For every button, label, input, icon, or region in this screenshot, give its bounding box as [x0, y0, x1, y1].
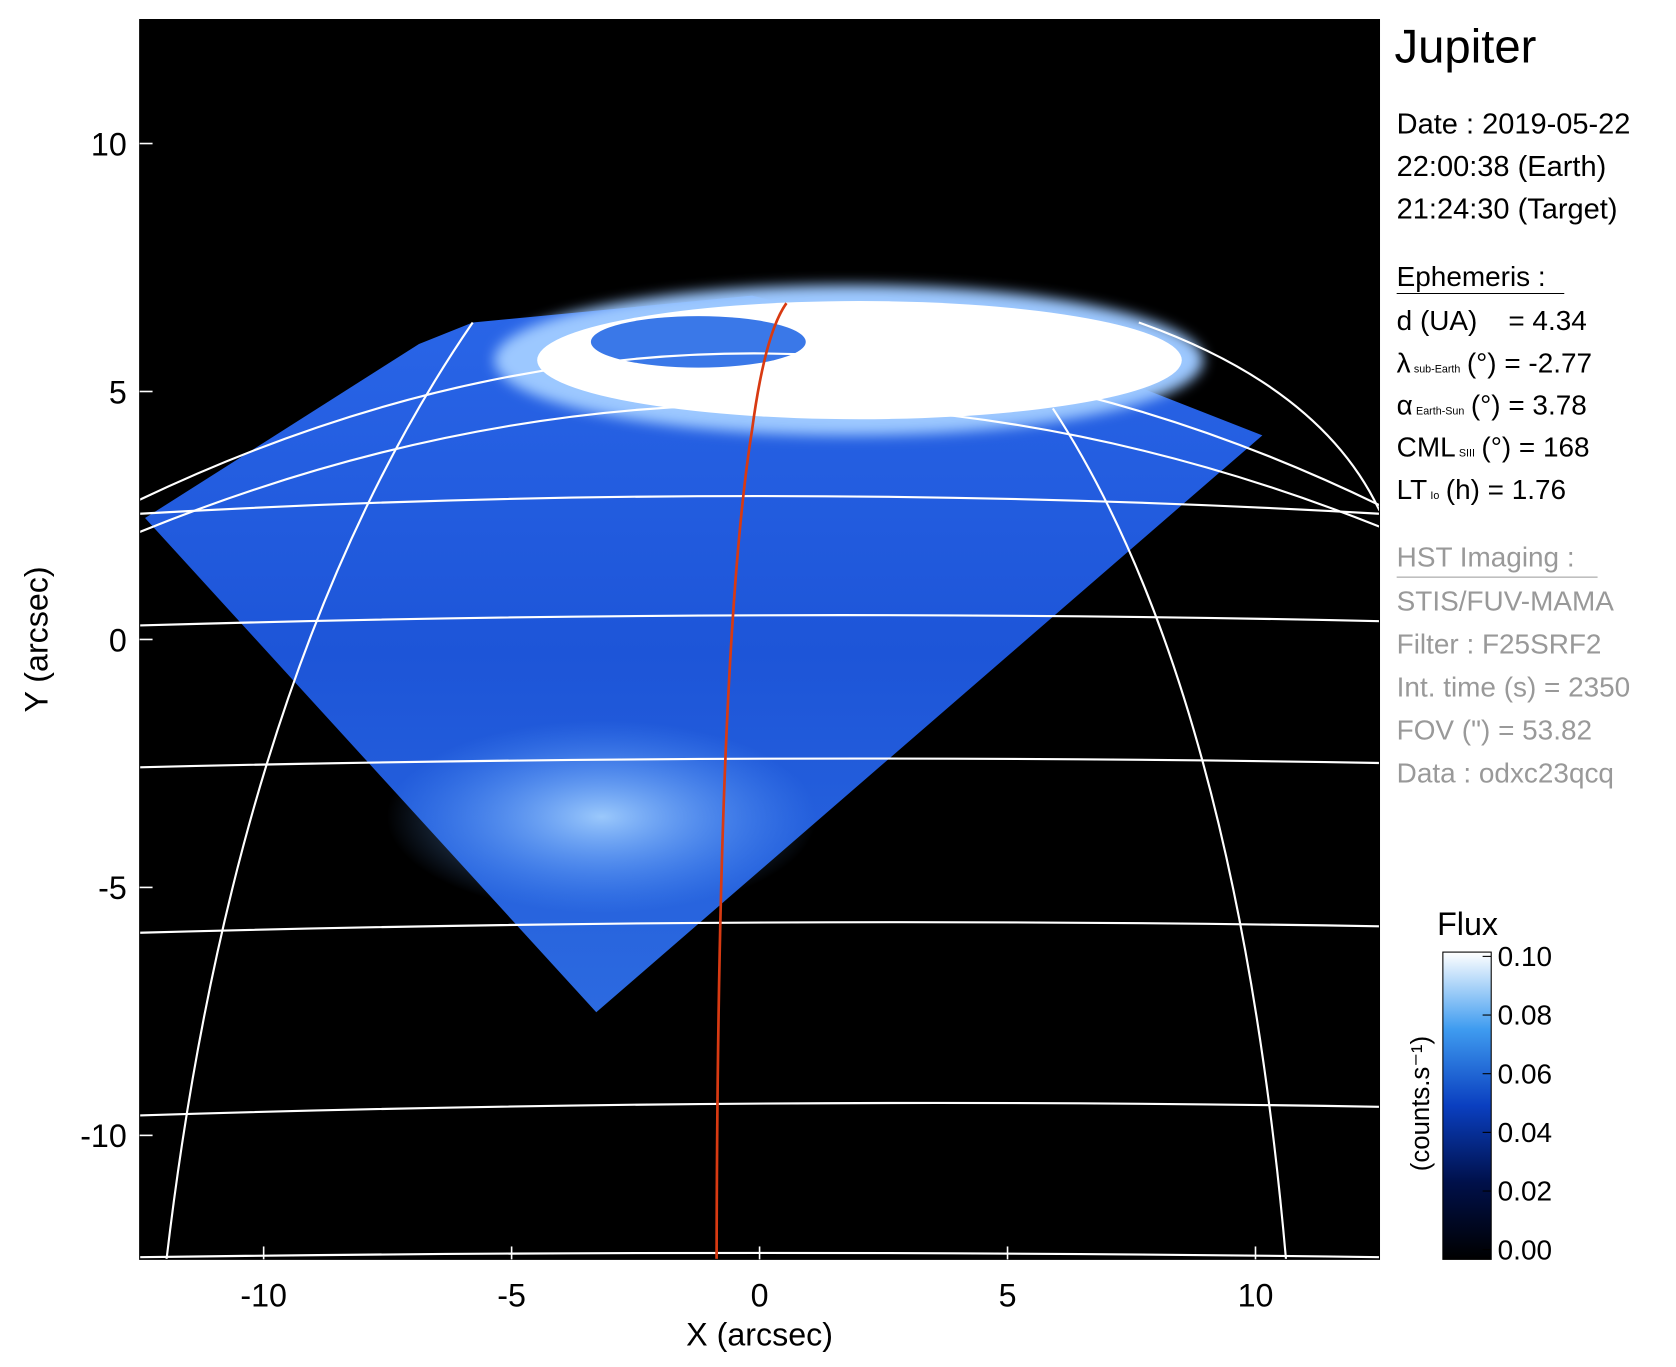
ephemeris-tail: (°) = -2.77 [1467, 347, 1592, 378]
instrument-line: Data : odxc23qcq [1397, 757, 1614, 788]
ephemeris-sub: Io [1430, 490, 1439, 502]
x-tick-label: 0 [751, 1278, 769, 1314]
colorbar-label: Flux [1437, 906, 1498, 942]
instrument-line: STIS/FUV-MAMA [1397, 585, 1615, 616]
ephemeris-head: LT [1397, 474, 1428, 505]
ephemeris-line: α Earth-Sun (°) = 3.78 [1397, 389, 1587, 420]
instrument-line: Int. time (s) = 2350 [1397, 671, 1631, 702]
date-line: 21:24:30 (Target) [1397, 193, 1618, 225]
colorbar-tick-label: 0.06 [1498, 1058, 1552, 1089]
title: Jupiter [1395, 21, 1537, 74]
ephemeris-head: d (UA) = 4.34 [1397, 305, 1587, 336]
colorbar-tick-label: 0.10 [1498, 941, 1552, 972]
x-tick-label: -10 [240, 1278, 287, 1314]
x-tick-label: 5 [999, 1278, 1017, 1314]
ephemeris-tail: (h) = 1.76 [1446, 474, 1566, 505]
colorbar-tick-label: 0.04 [1498, 1117, 1552, 1148]
ephemeris-line: CML SIII (°) = 168 [1397, 432, 1590, 463]
y-tick-label: 10 [91, 126, 127, 162]
ephemeris-tail: (°) = 168 [1481, 432, 1589, 463]
colorbar-unit: (counts.s⁻¹) [1407, 1036, 1435, 1171]
detector-field [145, 295, 1263, 1013]
ephemeris-line: LT Io (h) = 1.76 [1397, 474, 1566, 505]
central-meridian [715, 302, 788, 1260]
ephemeris-title: Ephemeris : [1397, 261, 1546, 292]
colorbar-tick-label: 0.02 [1498, 1176, 1552, 1207]
ephemeris-head: α [1397, 389, 1413, 420]
x-axis-label: X (arcsec) [686, 1316, 833, 1352]
x-tick-label: 10 [1238, 1278, 1274, 1314]
ephemeris-line: d (UA) = 4.34 [1397, 305, 1587, 336]
y-tick-label: 5 [109, 374, 127, 410]
instrument-line: FOV (") = 53.82 [1397, 714, 1592, 745]
y-tick-label: -10 [80, 1118, 127, 1154]
ephemeris-line: λ sub-Earth (°) = -2.77 [1397, 347, 1592, 378]
image [139, 284, 1380, 1260]
ephemeris-sub: SIII [1459, 448, 1475, 460]
diffuse-glow [386, 720, 817, 914]
colorbar-tick-label: 0.08 [1498, 1000, 1552, 1031]
ephemeris-sub: Earth-Sun [1416, 405, 1464, 417]
date-line: 22:00:38 (Earth) [1397, 151, 1607, 183]
y-tick-label: -5 [98, 870, 127, 906]
y-axis-label: Y (arcsec) [18, 566, 54, 712]
date-line: Date : 2019-05-22 [1397, 108, 1631, 140]
instrument-title: HST Imaging : [1397, 541, 1575, 572]
ephemeris-head: CML [1397, 432, 1456, 463]
y-tick-label: 0 [109, 622, 127, 658]
ephemeris-sub: sub-Earth [1414, 363, 1461, 375]
ephemeris-head: λ [1397, 347, 1411, 378]
colorbar-tick-label: 0.00 [1498, 1234, 1552, 1265]
colorbar [1442, 951, 1492, 1260]
aurora-inner [590, 316, 806, 368]
x-tick-label: -5 [497, 1278, 526, 1314]
instrument-line: Filter : F25SRF2 [1397, 628, 1602, 659]
ephemeris-tail: (°) = 3.78 [1471, 389, 1587, 420]
